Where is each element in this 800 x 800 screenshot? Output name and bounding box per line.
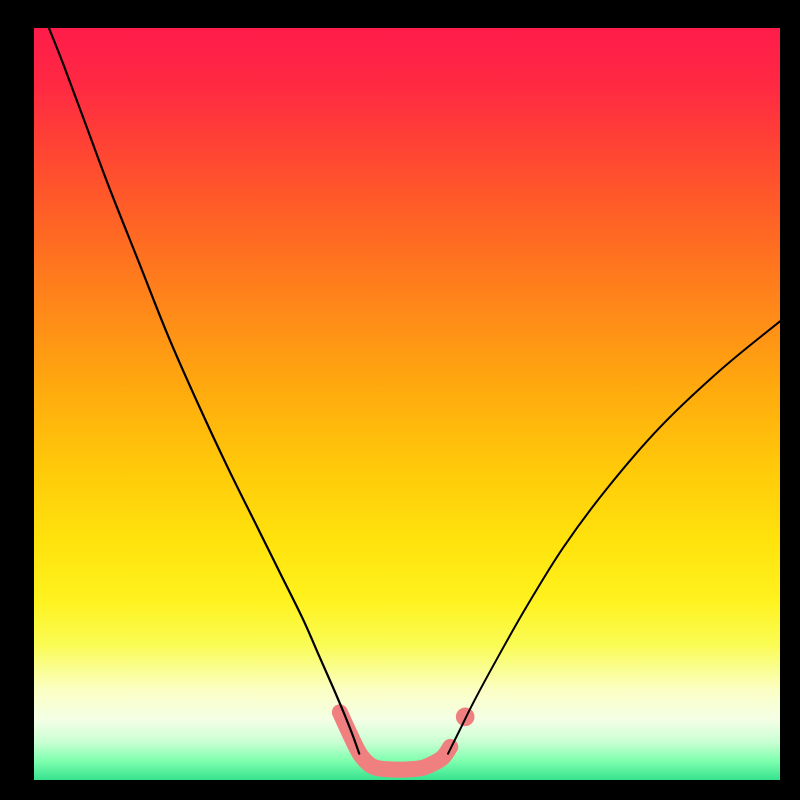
- chart-frame: TheBottleneck.com: [0, 0, 800, 800]
- bottleneck-chart: [0, 0, 800, 800]
